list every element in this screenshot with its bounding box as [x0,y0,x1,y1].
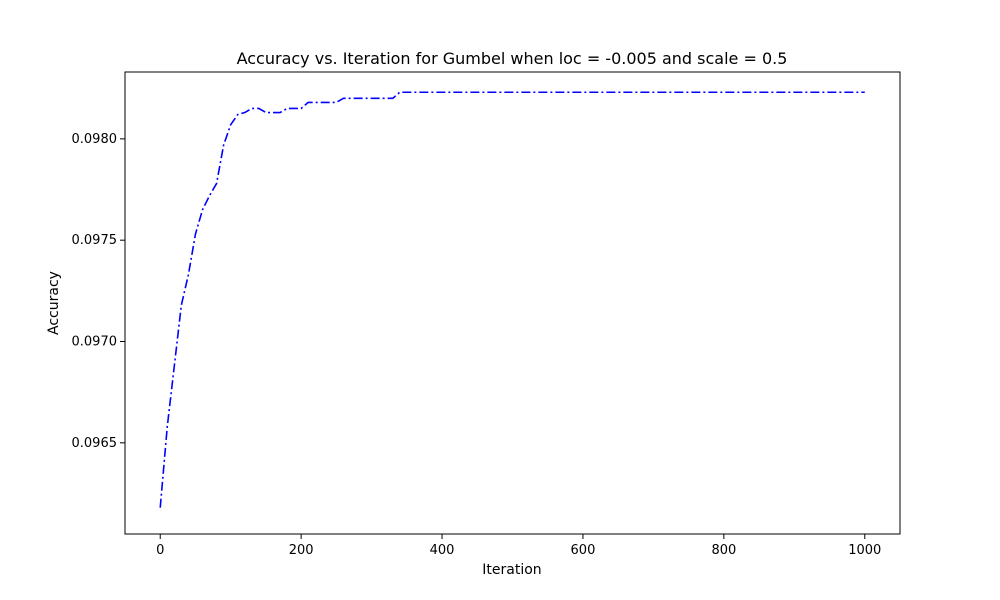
series-line-1 [159,91,865,508]
x-tick-label: 400 [430,543,455,558]
y-tick-label: 0.0980 [72,132,118,147]
y-axis-ticks: 0.0965 0.0970 0.0975 0.0980 [72,132,125,451]
x-tick-label: 800 [711,543,736,558]
chart-title: Accuracy vs. Iteration for Gumbel when l… [237,49,788,68]
x-tick-label: 200 [289,543,314,558]
series-layer [159,91,865,508]
y-axis-label: Accuracy [46,271,62,335]
x-tick-label: 600 [571,543,596,558]
y-tick-label: 0.0970 [72,335,118,350]
x-axis-label: Iteration [482,562,541,578]
y-tick-label: 0.0965 [72,436,118,451]
x-tick-label: 0 [156,543,164,558]
x-axis-ticks: 0 200 400 600 800 1000 [156,534,881,558]
y-tick-label: 0.0975 [72,233,118,248]
x-tick-label: 1000 [848,543,881,558]
plot-area-frame [124,71,901,535]
